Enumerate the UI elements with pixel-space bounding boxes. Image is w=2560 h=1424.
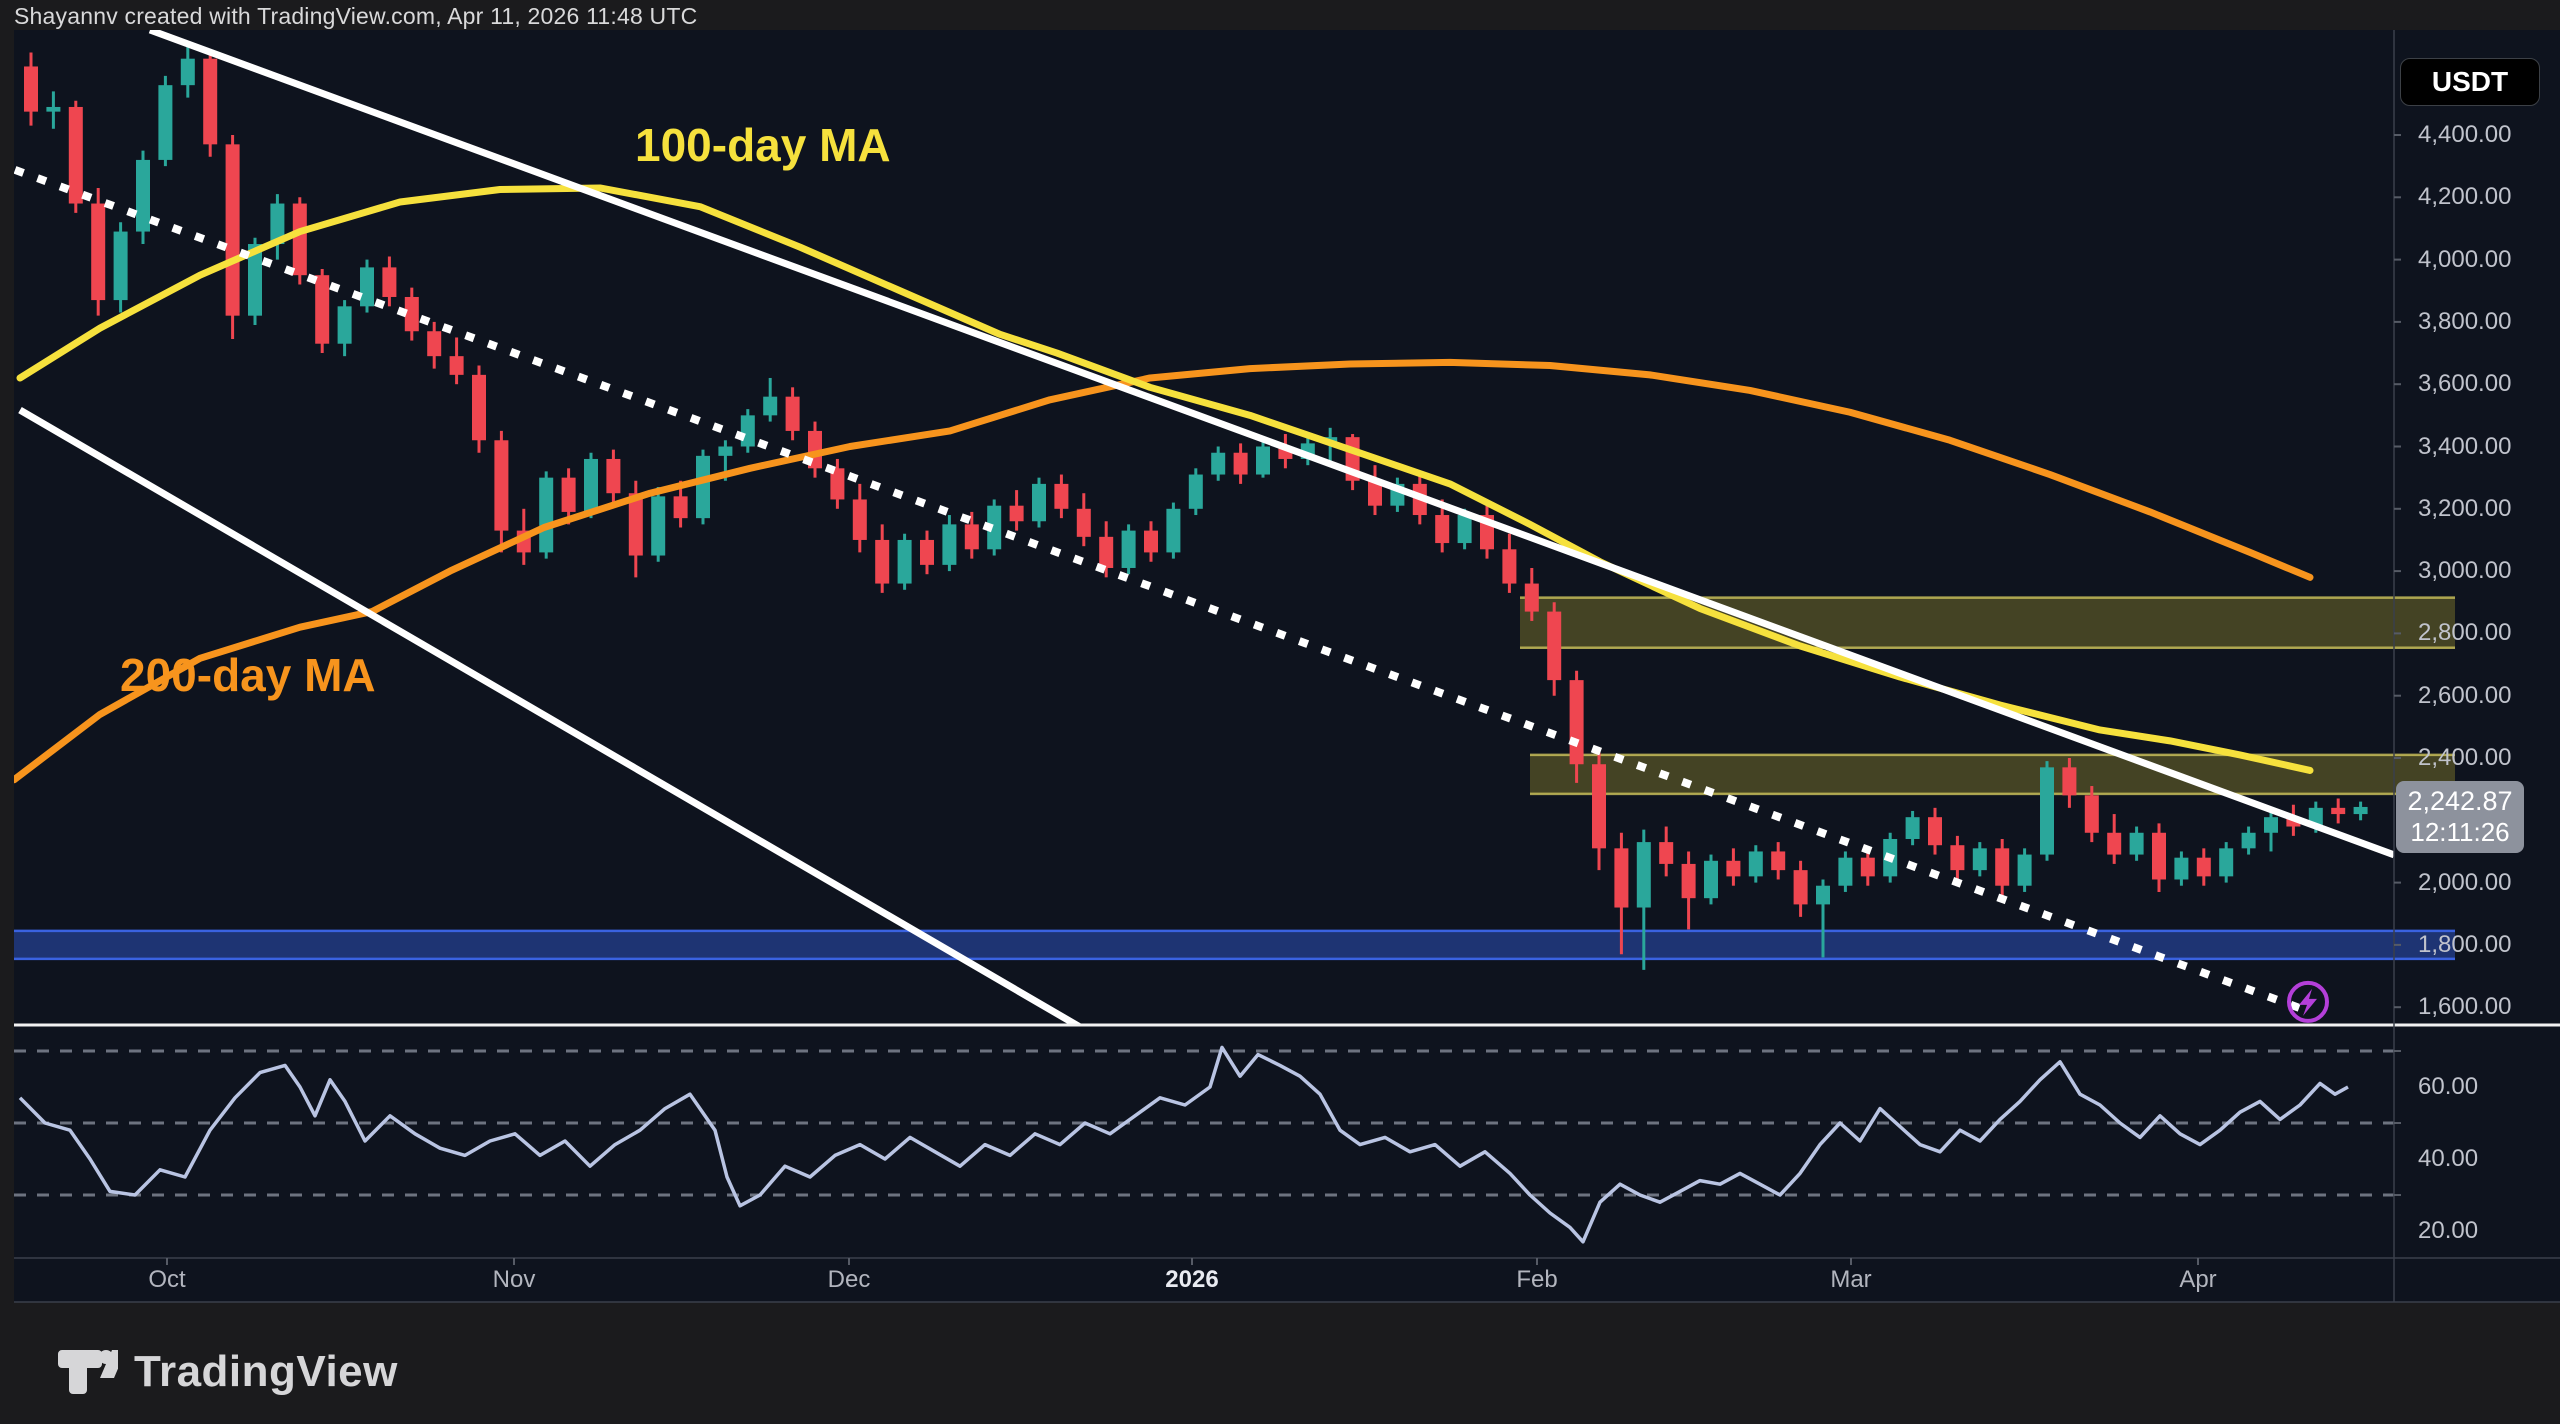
time-tick-label: Nov bbox=[492, 1266, 536, 1293]
chart-panel-background bbox=[14, 30, 2560, 1258]
main-price-pane bbox=[14, 30, 2394, 1025]
time-tick-label: Mar bbox=[1830, 1266, 1872, 1293]
rsi-pane bbox=[14, 1045, 2394, 1244]
price-tick-label: 3,800.00 bbox=[2418, 307, 2512, 335]
time-tick-label: Dec bbox=[827, 1266, 871, 1293]
price-tick-label: 2,600.00 bbox=[2418, 681, 2512, 709]
channel-lower bbox=[18, 407, 1084, 1025]
price-tick-label: 4,400.00 bbox=[2418, 121, 2512, 148]
price-tick-label: 4,000.00 bbox=[2418, 245, 2512, 273]
lightning-icon bbox=[2287, 980, 2329, 1023]
time-tick-label: Apr bbox=[2179, 1266, 2217, 1293]
channel-upper bbox=[148, 30, 2394, 859]
rsi-line bbox=[18, 1045, 2349, 1244]
price-tick-label: 2,800.00 bbox=[2418, 619, 2512, 647]
price-tick-label: 3,600.00 bbox=[2418, 370, 2512, 398]
time-tick-label: Oct bbox=[148, 1266, 186, 1293]
resistance-zone-upper bbox=[1520, 596, 2455, 649]
price-tick-label: 3,200.00 bbox=[2418, 494, 2512, 522]
time-axis-background bbox=[14, 1258, 2560, 1302]
support-zone bbox=[14, 929, 2455, 961]
time-tick-label: Feb bbox=[1516, 1266, 1558, 1293]
resistance-zone-lower bbox=[1530, 753, 2455, 796]
price-tick-label: 1,800.00 bbox=[2418, 930, 2512, 958]
price-tick-label: 2,000.00 bbox=[2418, 868, 2512, 896]
price-tick-label: 2,400.00 bbox=[2418, 744, 2512, 771]
price-tick-label: 1,600.00 bbox=[2418, 993, 2512, 1021]
candlestick-series bbox=[24, 41, 2368, 970]
time-tick-label: 2026 bbox=[1165, 1266, 1219, 1293]
price-tick-label: 4,200.00 bbox=[2418, 183, 2512, 211]
price-tick-label: 3,000.00 bbox=[2418, 557, 2512, 585]
price-tick-label: 3,400.00 bbox=[2418, 432, 2512, 460]
